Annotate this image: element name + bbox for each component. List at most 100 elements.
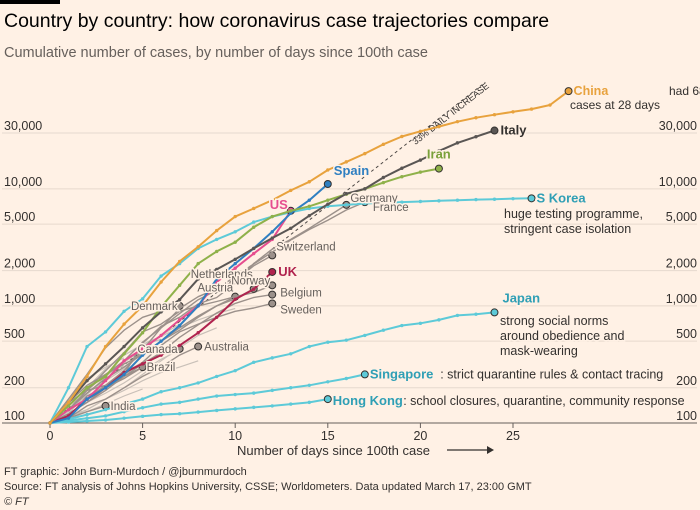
series-label-denmark: Denmark xyxy=(131,301,178,313)
series-point-us xyxy=(233,266,237,270)
series-point-hong-kong xyxy=(122,416,126,420)
series-point-italy xyxy=(159,310,163,314)
series-point-s-korea xyxy=(418,199,423,204)
series-point-china xyxy=(474,116,478,120)
series-point-iran xyxy=(140,331,145,335)
series-end-marker-china xyxy=(564,87,573,96)
series-point-italy xyxy=(140,326,145,330)
series-point-italy xyxy=(418,158,423,162)
series-point-iran xyxy=(159,305,163,309)
series-point-singapore xyxy=(103,414,108,418)
series-end-marker-hong-kong xyxy=(323,395,332,404)
series-point-singapore xyxy=(270,388,274,393)
series-point-japan xyxy=(326,340,330,344)
series-point-singapore xyxy=(177,400,182,405)
chart-subtitle: Cumulative number of cases, by number of… xyxy=(4,45,428,61)
series-point-us xyxy=(177,318,182,322)
series-point-spain xyxy=(103,386,108,390)
series-point-spain xyxy=(270,230,274,234)
y-tick-label-right-1000: 1,000 xyxy=(666,292,697,306)
series-point-s-korea xyxy=(66,386,71,390)
series-point-iran xyxy=(66,404,71,408)
series-point-singapore xyxy=(326,380,330,384)
series-point-iran xyxy=(196,261,200,266)
series-point-s-korea xyxy=(103,330,108,334)
series-point-iran xyxy=(400,175,404,179)
series-point-hong-kong xyxy=(270,404,274,408)
series-point-hong-kong xyxy=(289,402,293,406)
series-point-japan xyxy=(85,412,89,417)
chart-title: Country by country: how coronavirus case… xyxy=(4,10,550,32)
y-tick-label-left-500: 500 xyxy=(4,327,25,341)
series-point-s-korea xyxy=(233,230,237,234)
series-label-india: India xyxy=(111,401,137,413)
series-point-iran xyxy=(418,170,423,174)
x-tick-label-5: 5 xyxy=(139,429,146,443)
series-end-marker-uk xyxy=(268,267,277,276)
y-tick-label-left-100: 100 xyxy=(4,409,25,423)
series-point-hong-kong xyxy=(177,412,182,416)
series-label-brazil: Brazil xyxy=(147,362,176,374)
series-point-china xyxy=(455,119,460,124)
series-line-australia xyxy=(49,345,199,424)
series-point-iran xyxy=(289,209,293,213)
series-point-hong-kong xyxy=(85,419,89,423)
x-axis-arrow-head xyxy=(487,446,494,454)
series-point-s-korea xyxy=(214,237,219,242)
s-korea-annotation-line-2: stringent case isolation xyxy=(504,222,631,236)
series-point-spain xyxy=(122,372,126,377)
series-point-japan xyxy=(344,338,349,342)
series-point-japan xyxy=(233,368,237,373)
china-annotation-line-2: cases at 28 days xyxy=(570,98,660,112)
series-point-japan xyxy=(418,321,423,326)
series-point-s-korea xyxy=(400,200,404,204)
series-end-marker-spain xyxy=(323,180,332,189)
y-tick-label-right-200: 200 xyxy=(676,374,697,388)
series-label-singapore: Singapore xyxy=(370,366,434,381)
series-end-marker-s-korea xyxy=(527,194,536,203)
series-point-uk xyxy=(233,297,237,301)
y-tick-label-right-100: 100 xyxy=(676,409,697,423)
series-point-s-korea xyxy=(511,196,515,201)
series-point-china xyxy=(400,134,404,139)
series-point-japan xyxy=(252,360,256,364)
series-point-japan xyxy=(381,328,386,332)
series-point-italy xyxy=(252,246,256,251)
series-point-spain xyxy=(214,277,219,281)
x-tick-label-15: 15 xyxy=(321,429,335,443)
series-point-china xyxy=(529,107,534,111)
series-point-japan xyxy=(177,386,182,390)
x-axis-label: Number of days since 100th case xyxy=(237,443,430,458)
series-point-singapore xyxy=(122,409,126,414)
series-label-france: France xyxy=(373,202,409,214)
x-tick-label-25: 25 xyxy=(506,429,520,443)
series-point-hong-kong xyxy=(196,410,200,414)
series-point-china xyxy=(381,142,386,147)
series-end-marker-japan xyxy=(490,308,499,317)
background-series-7 xyxy=(49,327,217,424)
series-point-iran xyxy=(307,204,311,208)
series-point-spain xyxy=(159,339,163,343)
series-end-marker-italy xyxy=(490,126,499,135)
series-point-japan xyxy=(363,333,367,338)
series-point-us xyxy=(159,333,163,338)
series-point-china xyxy=(270,198,274,202)
series-end-marker-sweden xyxy=(268,299,277,308)
y-tick-label-right-5000: 5,000 xyxy=(666,210,697,224)
y-tick-label-left-2000: 2,000 xyxy=(4,257,35,271)
series-point-china xyxy=(344,160,349,164)
series-point-italy xyxy=(177,298,182,302)
series-point-china xyxy=(418,129,423,134)
series-label-spain: Spain xyxy=(334,163,369,178)
series-point-iran xyxy=(103,374,108,379)
series-point-spain xyxy=(196,304,200,308)
series-point-hong-kong xyxy=(103,418,108,422)
series-point-italy xyxy=(122,344,126,349)
series-point-us xyxy=(140,347,145,351)
series-point-spain xyxy=(289,211,293,215)
series-point-japan xyxy=(103,407,108,412)
series-point-italy xyxy=(363,187,367,191)
series-point-us xyxy=(66,407,71,412)
series-point-hong-kong xyxy=(140,414,145,419)
series-point-s-korea xyxy=(381,201,386,205)
